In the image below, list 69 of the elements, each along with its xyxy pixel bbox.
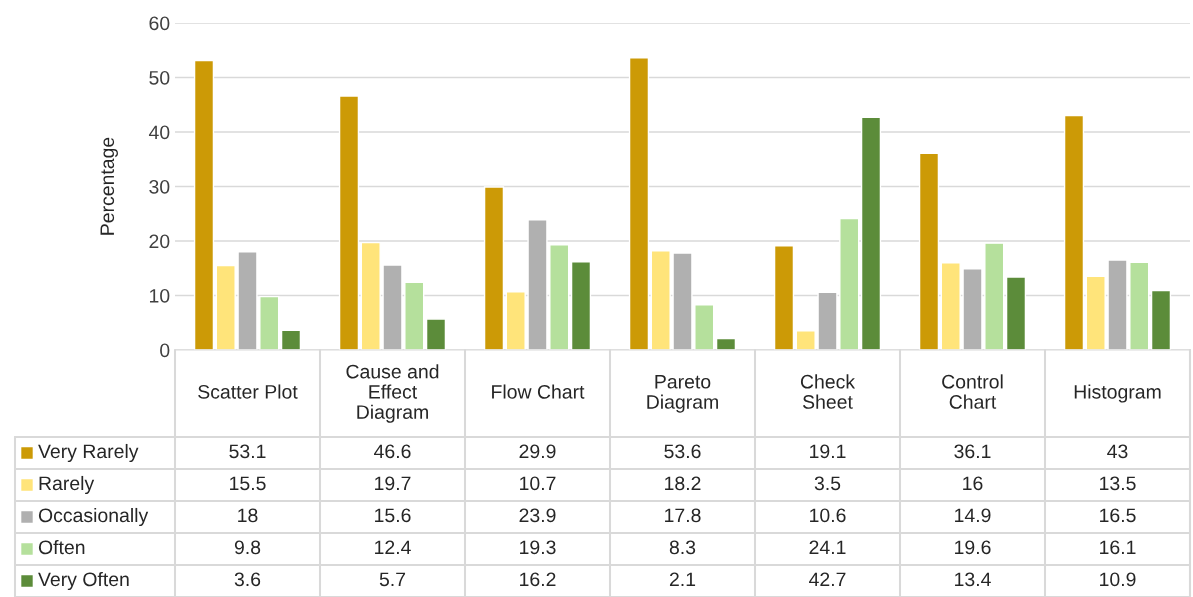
x-tick-label: Check Sheet [800, 374, 856, 409]
data-label: 46.6 [374, 444, 411, 459]
data-label: 9.8 [234, 540, 261, 555]
data-label: 15.5 [230, 476, 266, 491]
y-tick-label: 10 [150, 288, 170, 303]
data-label: 10.9 [1100, 572, 1136, 587]
data-label: 18.2 [665, 476, 701, 491]
bar [773, 245, 795, 350]
y-axis-title: Percentage [100, 137, 118, 235]
data-label: 5.7 [379, 572, 406, 587]
data-label: 3.5 [814, 476, 841, 491]
data-label: 16 [963, 476, 983, 491]
data-label: 8.3 [669, 540, 696, 555]
y-tick-label: 0 [160, 343, 170, 358]
data-label: 42.7 [809, 572, 846, 587]
bar [425, 318, 447, 350]
bar [570, 261, 592, 350]
y-tick-label: 30 [149, 179, 170, 194]
bar [715, 337, 737, 350]
y-tick-label: 40 [148, 125, 170, 140]
data-label: 36.1 [954, 444, 991, 459]
data-label: 23.9 [519, 508, 556, 523]
x-tick-label: Scatter Plot [198, 384, 298, 399]
data-label: 16.1 [1100, 540, 1136, 555]
data-label: 19.3 [520, 540, 556, 555]
data-label: 10.6 [810, 508, 846, 523]
data-label: 43 [1107, 444, 1128, 459]
data-label: 13.4 [955, 572, 991, 587]
data-label: 10.7 [520, 476, 556, 491]
y-tick-label: 20 [149, 234, 170, 249]
x-tick-label: Cause and Effect Diagram [346, 364, 439, 423]
data-label: 18 [238, 508, 258, 523]
data-label: 15.6 [375, 508, 411, 523]
legend-label: Occasionally [38, 507, 149, 527]
bar [338, 95, 360, 350]
data-label: 19.6 [955, 540, 991, 555]
data-label: 12.4 [375, 540, 411, 555]
data-label: 19.7 [375, 476, 411, 491]
bar [280, 329, 302, 350]
bar [860, 116, 882, 350]
x-tick-label: Histogram [1074, 384, 1161, 403]
bar [1150, 289, 1172, 350]
bar [1063, 114, 1085, 350]
x-tick-label: Flow Chart [492, 384, 585, 399]
legend-label: Rarely [39, 475, 95, 495]
data-label: 16.5 [1100, 508, 1136, 523]
data-label: 53.6 [664, 444, 701, 459]
data-label: 16.2 [520, 572, 556, 587]
data-label: 14.9 [955, 508, 991, 523]
data-label: 53.1 [229, 444, 266, 459]
y-tick-label: 60 [149, 16, 170, 31]
bar [1005, 276, 1027, 350]
data-label: 17.8 [665, 508, 701, 523]
data-label: 29.9 [519, 444, 556, 459]
bar [918, 152, 940, 350]
x-tick-label: Control Chart [942, 374, 1003, 409]
legend-label: Very Rarely [38, 443, 139, 463]
legend-label: Very Often [38, 571, 129, 591]
x-tick-label: Pareto Diagram [647, 375, 718, 413]
data-label: 24.1 [809, 540, 846, 555]
legend-label: Often [38, 539, 85, 555]
bar [193, 59, 215, 350]
data-label: 13.5 [1100, 476, 1136, 491]
bar [483, 186, 505, 350]
data-label: 3.6 [234, 572, 261, 587]
data-label: 19.1 [810, 444, 846, 459]
data-label: 2.1 [669, 572, 696, 587]
bar [628, 57, 650, 350]
y-tick-label: 50 [149, 70, 170, 85]
